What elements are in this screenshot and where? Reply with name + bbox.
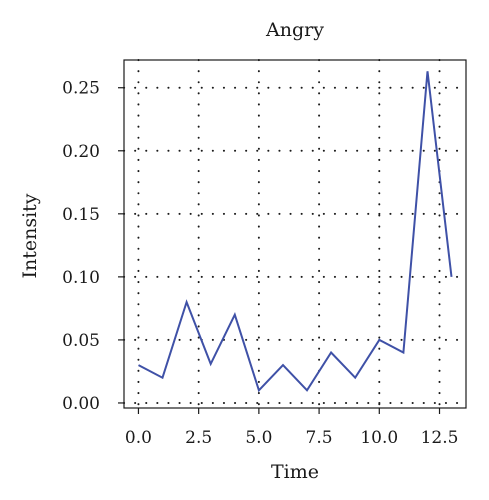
- grid: [123, 59, 467, 409]
- x-tick-label: 5.0: [245, 428, 272, 448]
- y-tick-label: 0.00: [62, 394, 100, 414]
- y-tick-label: 0.15: [62, 205, 100, 225]
- y-tick-label: 0.05: [62, 331, 100, 351]
- y-tick-label: 0.25: [62, 79, 100, 99]
- x-tick-label: 0.0: [125, 428, 152, 448]
- y-axis-label: Intensity: [19, 193, 41, 278]
- y-tick-label: 0.10: [62, 268, 100, 288]
- ticks: 0.0 2.5 5.0 7.5 10.0 12.5 0.00 0.05 0.10 0.15 0.20…: [62, 79, 458, 448]
- x-tick-label: 7.5: [306, 428, 333, 448]
- chart-title: Angry: [265, 19, 324, 41]
- series-layer: [138, 71, 453, 393]
- plot-frame: [123, 59, 467, 409]
- x-tick-label: 10.0: [360, 428, 398, 448]
- y-tick-label: 0.20: [62, 142, 100, 162]
- x-axis-label: Time: [271, 461, 319, 483]
- series-line: [138, 71, 453, 393]
- x-tick-label: 12.5: [421, 428, 459, 448]
- x-tick-label: 2.5: [185, 428, 212, 448]
